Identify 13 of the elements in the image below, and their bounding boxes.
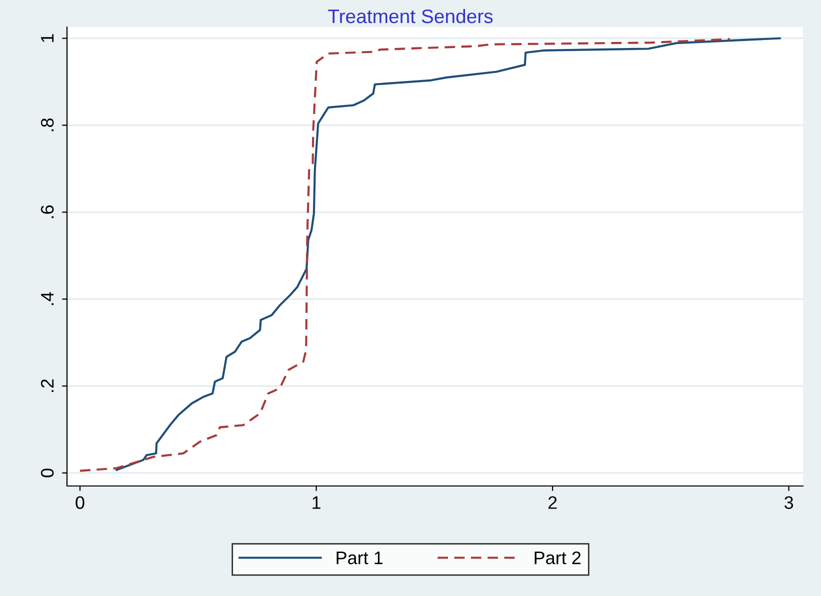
x-tick-label: 0 <box>76 496 84 509</box>
y-tick-label: .8 <box>40 118 54 132</box>
chart-title: Treatment Senders <box>328 8 493 24</box>
legend-label: Part 1 <box>336 552 383 564</box>
y-tick-label: 0 <box>40 468 54 478</box>
y-tick-label: 1 <box>41 34 54 42</box>
x-tick-label: 3 <box>784 496 794 509</box>
y-tick-label: .4 <box>41 292 54 305</box>
legend-label: Part 2 <box>534 551 581 564</box>
y-tick-label: .2 <box>40 379 54 392</box>
y-tick-label: .6 <box>40 205 54 218</box>
x-tick-label: 1 <box>312 496 320 509</box>
x-tick-label: 2 <box>548 496 557 509</box>
